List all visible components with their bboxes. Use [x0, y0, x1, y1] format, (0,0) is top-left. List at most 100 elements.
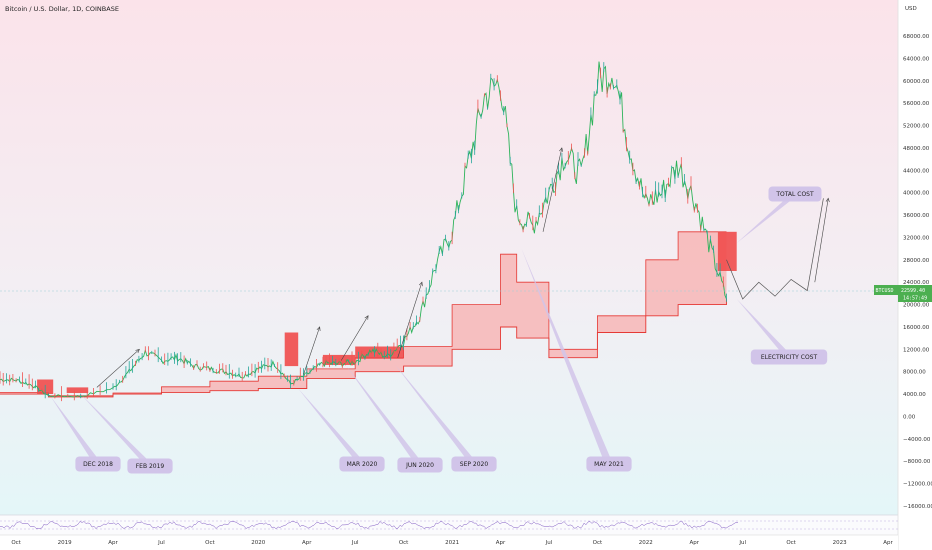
- x-tick-14: Apr: [690, 540, 700, 546]
- price-tag-symbol: BTCUSD: [876, 288, 894, 294]
- y-tick-0: 68000.00: [903, 34, 930, 40]
- osc-line: [0, 520, 739, 530]
- x-tick-7: Jul: [351, 540, 359, 546]
- plot-background: [0, 0, 898, 515]
- callout-pointer-sep-2020: [395, 364, 478, 464]
- y-tick-17: 0.00: [903, 415, 916, 421]
- callout-box-feb-2019: [127, 458, 173, 474]
- trend-arrows-layer: [96, 147, 830, 388]
- cost-band-area: [0, 231, 727, 397]
- arrow-2019: [96, 349, 140, 388]
- arrow-sep-2020: [397, 282, 423, 358]
- callout-box-jun-2020: [397, 457, 443, 473]
- callout-pointer-dec-2018: [50, 396, 102, 464]
- y-tick-2: 60000.00: [903, 79, 930, 85]
- x-tick-5: 2020: [251, 540, 265, 546]
- overshoot-block-5: [717, 231, 737, 271]
- y-tick-3: 56000.00: [903, 101, 930, 107]
- x-tick-16: Oct: [786, 540, 796, 546]
- callout-box-electricity-cost: [750, 349, 828, 365]
- price-series-layer: [0, 61, 824, 402]
- callout-box-may-2021: [586, 456, 632, 472]
- y-tick-5: 48000.00: [903, 146, 930, 152]
- y-axis-panel: [898, 0, 932, 550]
- y-tick-1: 64000.00: [903, 56, 930, 62]
- x-tick-17: 2023: [833, 540, 847, 546]
- y-tick-10: 28000.00: [903, 258, 930, 264]
- x-tick-labels: Oct 2019 Apr Jul Oct 2020 Apr Jul Oct 2021 Apr Jul O…: [11, 540, 893, 546]
- callout-label-jun-2020: JUN 2020: [405, 462, 434, 469]
- y-tick-16: 4000.00: [903, 392, 926, 398]
- arrow-mar-2020: [303, 326, 320, 375]
- x-tick-18: Apr: [883, 540, 893, 546]
- y-tick-11: 24000.00: [903, 280, 930, 286]
- y-tick-15: 8000.00: [903, 370, 926, 376]
- callout-label-may-2021: MAY 2021: [594, 461, 624, 468]
- y-tick-20: −12000.00: [903, 482, 932, 488]
- overshoot-block-4: [355, 346, 404, 359]
- x-tick-1: 2019: [58, 540, 72, 546]
- callout-pointer-total-cost: [736, 194, 799, 244]
- y-tick-7: 40000.00: [903, 191, 930, 197]
- y-tick-18: −4000.00: [903, 437, 931, 443]
- x-tick-3: Jul: [157, 540, 165, 546]
- y-tick-21: −16000.00: [903, 504, 932, 510]
- callout-label-electricity-cost: ELECTRICITY COST: [761, 354, 818, 361]
- oscillator-layer: [0, 520, 898, 530]
- x-tick-13: 2022: [639, 540, 653, 546]
- x-tick-9: 2021: [445, 540, 459, 546]
- arrow-jun-2020-head: [364, 315, 369, 320]
- callout-pointer-mar-2020: [298, 388, 366, 464]
- callouts-layer: DEC 2018 FEB 2019 MAR 2020 JUN 2020 SEP 2020…: [50, 186, 828, 474]
- callout-box-mar-2020: [339, 456, 385, 472]
- x-tick-8: Oct: [399, 540, 409, 546]
- callout-label-sep-2020: SEP 2020: [460, 461, 489, 468]
- y-tick-labels: 68000.00 64000.00 60000.00 56000.00 52000.00…: [903, 34, 932, 510]
- price-tag-timer: 14:57:49: [903, 296, 927, 302]
- callout-box-total-cost: [768, 186, 822, 202]
- arrow-jul-2021-head: [559, 147, 564, 152]
- y-tick-9: 32000.00: [903, 235, 930, 241]
- indicator-pane: [0, 515, 898, 535]
- arrow-2019-head: [135, 348, 140, 354]
- x-axis-panel: [0, 535, 898, 550]
- arrow-jun-2020: [340, 315, 369, 361]
- x-tick-12: Oct: [593, 540, 603, 546]
- callout-pointer-may-2021: [521, 248, 613, 464]
- y-tick-13: 16000.00: [903, 325, 930, 331]
- y-tick-19: −8000.00: [903, 459, 931, 465]
- x-tick-6: Apr: [302, 540, 312, 546]
- callout-box-dec-2018: [75, 456, 121, 472]
- y-tick-12: 20000.00: [903, 303, 930, 309]
- overshoot-block-2: [284, 332, 299, 367]
- overshoot-block-1: [66, 387, 89, 393]
- callout-label-mar-2020: MAR 2020: [347, 461, 378, 468]
- callout-box-sep-2020: [451, 456, 497, 472]
- callout-label-feb-2019: FEB 2019: [136, 463, 165, 470]
- x-tick-15: Jul: [738, 540, 746, 546]
- price-tag: BTCUSD 22599.40 14:57:49: [874, 285, 932, 302]
- arrow-projection-head: [825, 197, 830, 203]
- callout-pointer-feb-2019: [80, 394, 154, 466]
- y-unit-label: USD: [905, 6, 917, 12]
- y-tick-8: 36000.00: [903, 213, 930, 219]
- y-tick-14: 12000.00: [903, 347, 930, 353]
- callout-label-dec-2018: DEC 2018: [83, 461, 113, 468]
- x-tick-10: Apr: [496, 540, 506, 546]
- x-tick-0: Oct: [11, 540, 21, 546]
- arrow-jul-2021: [542, 147, 563, 232]
- arrow-mar-2020-head: [316, 326, 321, 331]
- arrow-sep-2020-head: [418, 281, 423, 287]
- y-tick-6: 44000.00: [903, 168, 930, 174]
- callout-pointer-jun-2020: [346, 366, 424, 465]
- x-tick-2: Apr: [108, 540, 118, 546]
- chart-title: Bitcoin / U.S. Dollar, 1D, COINBASE: [5, 5, 119, 13]
- btc-price-line: [0, 61, 727, 398]
- price-tag-price: 22599.40: [901, 288, 925, 294]
- x-tick-11: Jul: [545, 540, 553, 546]
- x-tick-4: Oct: [205, 540, 215, 546]
- callout-label-total-cost: TOTAL COST: [775, 191, 814, 198]
- projection-path: [726, 198, 824, 300]
